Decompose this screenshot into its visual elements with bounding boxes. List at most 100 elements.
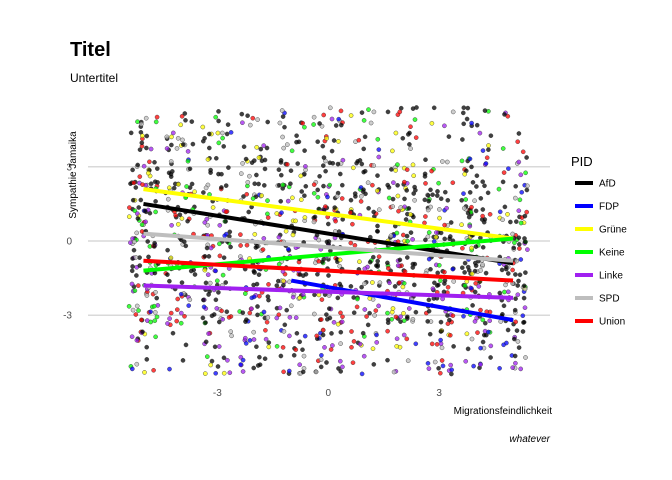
data-point (225, 357, 230, 363)
data-point (127, 205, 132, 210)
data-point (247, 338, 253, 343)
data-point (438, 278, 443, 283)
data-point (441, 289, 447, 295)
data-point (390, 196, 396, 202)
data-point (397, 280, 402, 286)
data-point (140, 182, 145, 187)
data-point (516, 345, 522, 350)
data-point (474, 173, 480, 178)
data-point (325, 194, 330, 200)
data-point (202, 267, 208, 273)
data-point (211, 312, 217, 317)
data-point (367, 310, 372, 316)
data-point (203, 185, 209, 191)
data-point (208, 245, 214, 251)
data-point (523, 270, 528, 275)
data-point (178, 291, 184, 297)
data-point (371, 163, 377, 168)
data-point (525, 183, 530, 189)
data-point (180, 358, 186, 363)
data-point (281, 329, 287, 334)
data-point (294, 330, 300, 336)
data-point (478, 362, 483, 367)
data-point (254, 144, 260, 150)
data-point (185, 218, 190, 224)
data-point (361, 146, 367, 152)
data-point (151, 367, 156, 373)
data-point (321, 112, 327, 118)
x-tick-label: 0 (325, 388, 331, 399)
data-point (486, 329, 491, 335)
data-point (168, 159, 174, 164)
data-point (465, 210, 471, 216)
data-point (165, 196, 171, 202)
data-point (371, 109, 377, 115)
data-point (469, 271, 475, 277)
data-point (327, 160, 333, 166)
data-point (422, 220, 427, 226)
data-point (336, 366, 341, 371)
data-point (247, 122, 253, 128)
data-point (477, 130, 483, 136)
data-point (290, 195, 295, 201)
legend-label: Grüne (599, 225, 627, 236)
data-point (437, 215, 442, 221)
data-point (319, 352, 324, 358)
data-point (516, 159, 522, 165)
data-point (422, 197, 428, 203)
data-point (134, 273, 139, 278)
data-point (251, 329, 256, 335)
data-point (521, 319, 527, 325)
data-point (179, 280, 185, 285)
data-point (400, 135, 406, 141)
data-point (411, 191, 417, 196)
data-point (140, 329, 145, 335)
data-point (215, 130, 221, 136)
data-point (280, 134, 285, 140)
data-point (431, 239, 437, 244)
data-point (200, 124, 206, 130)
data-point (319, 297, 325, 302)
data-point (405, 358, 411, 364)
data-point (139, 121, 144, 127)
data-point (281, 369, 286, 375)
data-point (465, 105, 471, 111)
data-point (385, 260, 390, 266)
data-point (143, 115, 149, 121)
data-point (324, 360, 329, 365)
data-point (324, 312, 329, 317)
data-point (132, 208, 138, 213)
data-point (201, 297, 206, 303)
data-point (480, 213, 485, 219)
data-point (393, 314, 399, 320)
data-point (279, 108, 285, 113)
data-point (165, 247, 170, 253)
data-point (183, 342, 189, 348)
data-point (327, 105, 333, 111)
data-point (450, 180, 456, 185)
data-point (397, 257, 403, 263)
data-point (297, 295, 303, 301)
data-point (244, 242, 250, 248)
data-point (376, 254, 382, 260)
data-point (386, 195, 392, 201)
data-point (508, 219, 513, 225)
data-point (370, 346, 376, 352)
data-point (329, 148, 335, 154)
data-point (335, 161, 341, 167)
data-point (348, 113, 354, 118)
data-point (186, 303, 191, 308)
data-point (258, 146, 264, 152)
data-point (423, 237, 428, 243)
data-point (472, 198, 477, 203)
data-point (496, 186, 502, 192)
data-point (404, 336, 410, 342)
data-point (480, 207, 486, 212)
data-point (525, 247, 530, 252)
data-point (227, 370, 233, 376)
data-point (283, 228, 289, 234)
data-point (224, 309, 230, 315)
data-point (202, 220, 208, 225)
data-point (446, 134, 452, 139)
data-point (348, 197, 354, 203)
